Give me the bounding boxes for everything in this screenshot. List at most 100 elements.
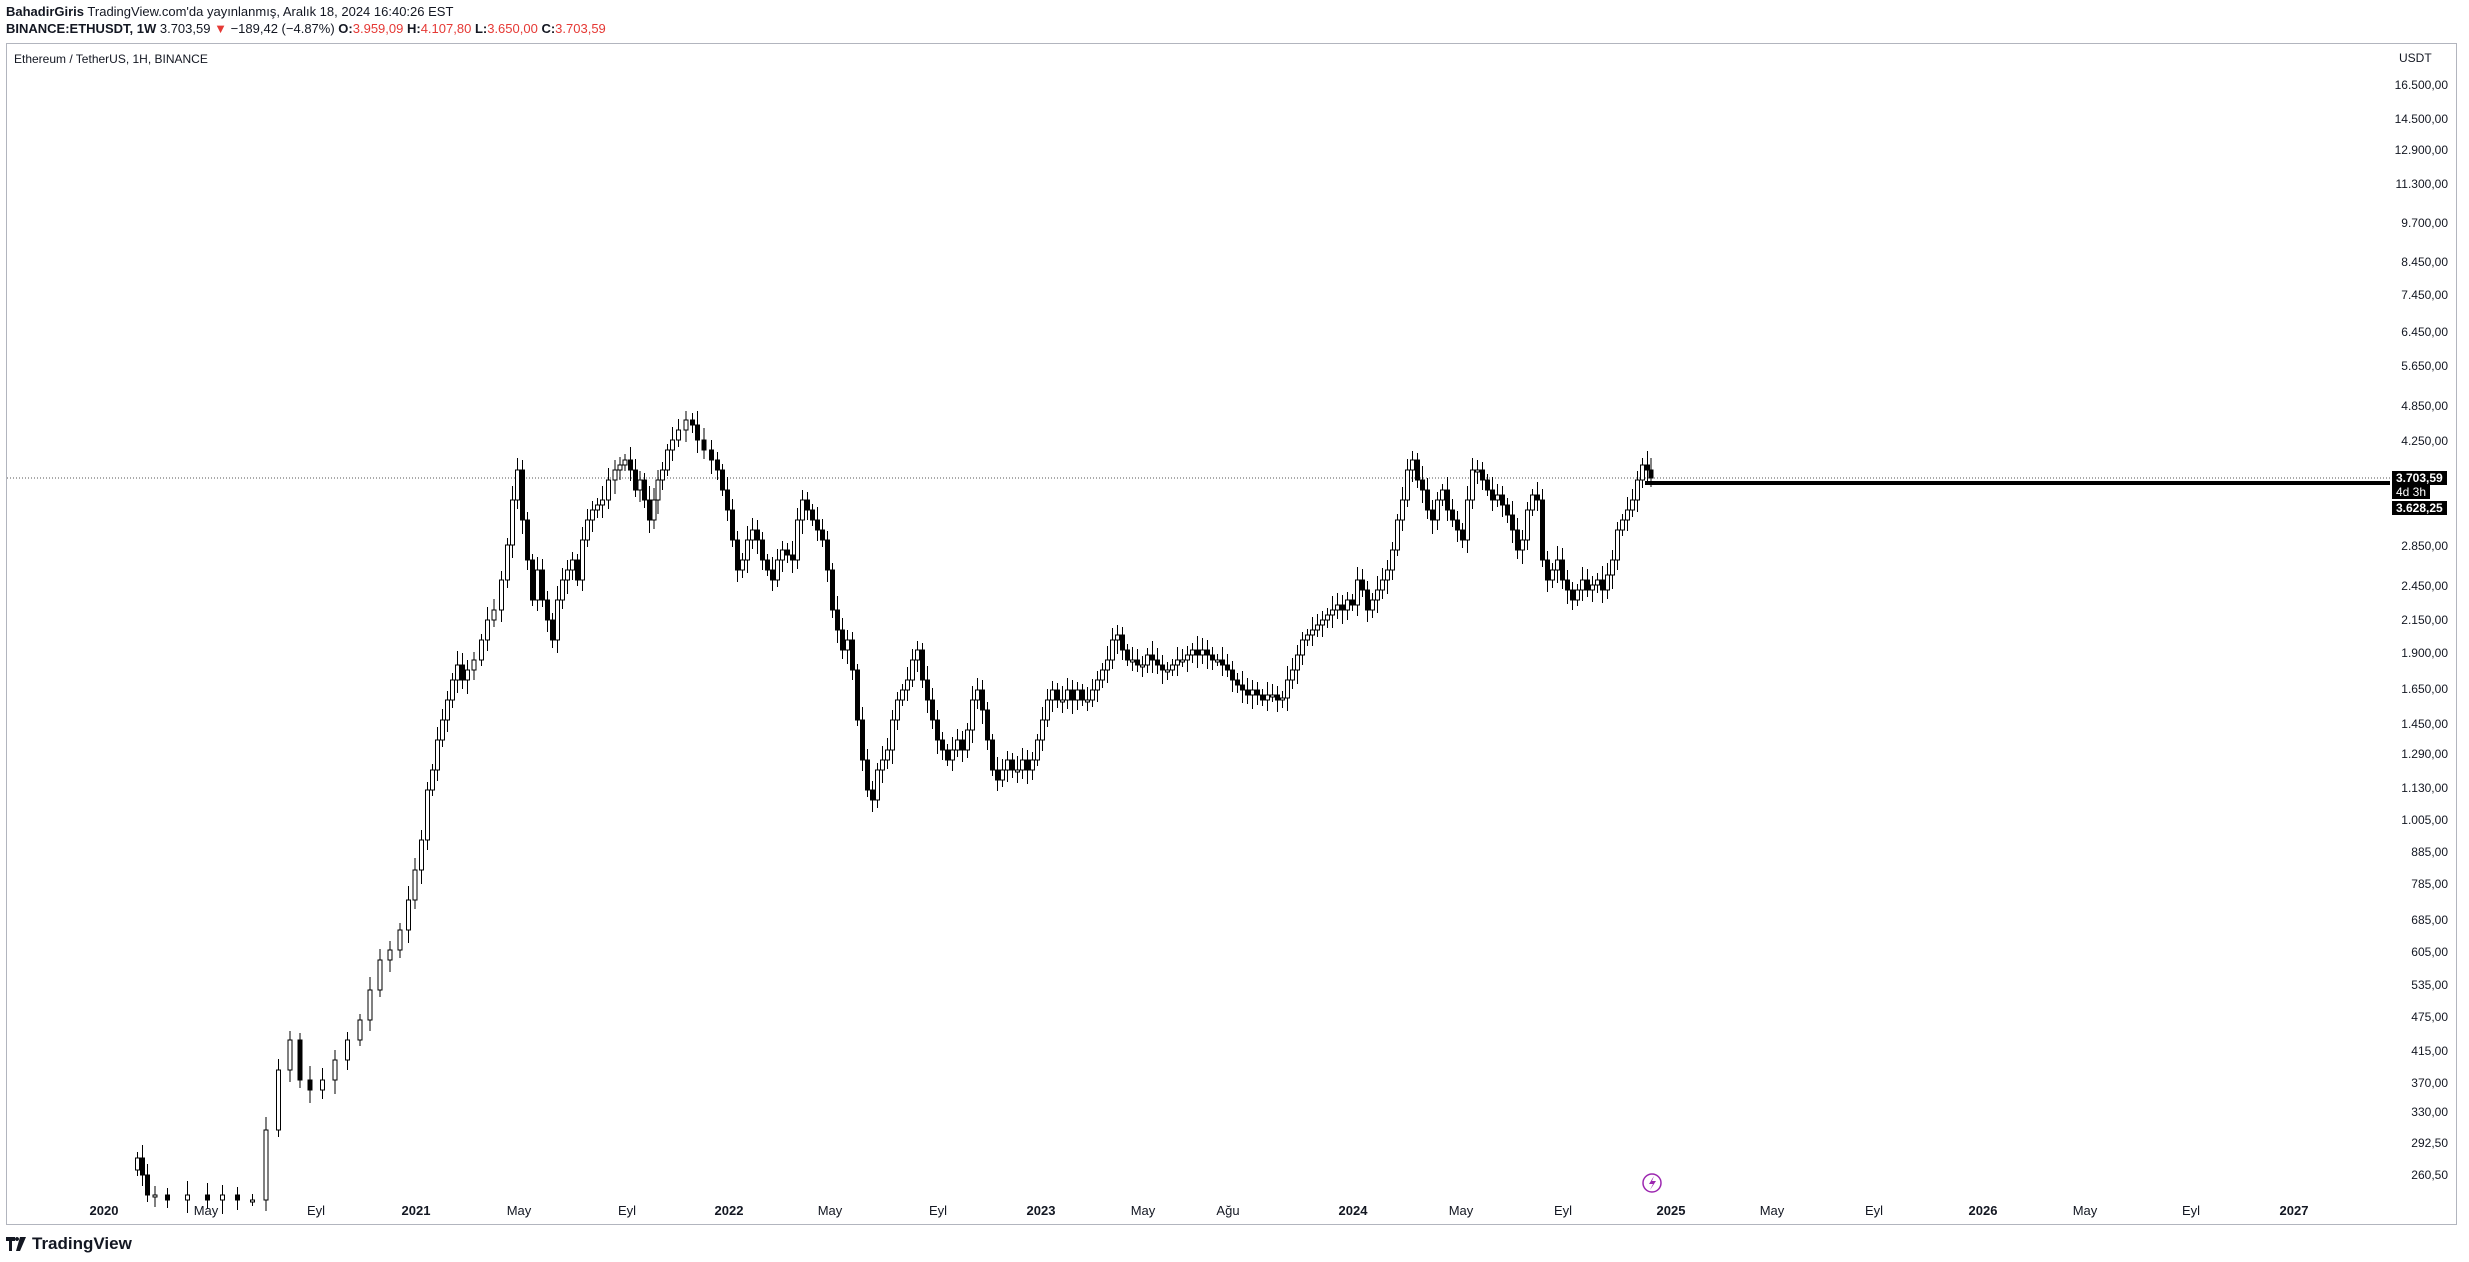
candle-body — [1445, 489, 1450, 511]
candle-body — [940, 739, 945, 751]
candles-group — [135, 411, 1654, 1214]
chart-legend[interactable]: Ethereum / TetherUS, 1H, BINANCE — [14, 52, 208, 66]
candle-body — [980, 689, 985, 711]
candle-body — [1495, 494, 1500, 501]
candle-body — [1525, 509, 1530, 541]
tradingview-logo[interactable]: TradingView — [6, 1234, 132, 1254]
candle-body — [1620, 519, 1625, 531]
candle-body — [1235, 679, 1240, 686]
candle-body — [1635, 479, 1640, 501]
candle-body — [1450, 509, 1455, 521]
candle-body — [1200, 649, 1205, 656]
candle-body — [1270, 694, 1275, 698]
candle-body — [960, 739, 965, 751]
candle-body — [695, 424, 700, 441]
tv-logo-icon — [6, 1237, 26, 1251]
candle-body — [1015, 769, 1020, 773]
candle-body — [377, 959, 383, 991]
close-label: C: — [541, 21, 556, 36]
time-tick-label: 2020 — [89, 1203, 119, 1218]
candle-body — [1340, 604, 1345, 611]
price-tick-label: 330,00 — [2411, 1105, 2448, 1119]
candle-body — [1135, 659, 1140, 666]
candle-body — [419, 839, 424, 871]
candle-body — [510, 499, 515, 546]
candle-body — [860, 719, 865, 761]
candle-body — [709, 449, 714, 461]
candle-body — [357, 1019, 363, 1041]
candle-body — [1415, 459, 1420, 481]
candle-body — [1520, 539, 1525, 551]
candle-body — [1080, 689, 1085, 701]
candle-body — [1025, 759, 1030, 771]
candle-body — [1375, 589, 1380, 601]
high-value: 4.107,80 — [420, 21, 472, 36]
currency-label[interactable]: USDT — [2399, 51, 2432, 65]
candle-body — [1125, 649, 1130, 661]
time-tick-label: 2027 — [2279, 1203, 2309, 1218]
time-tick-label: May — [1759, 1203, 1785, 1218]
candle-body — [535, 569, 540, 601]
candle-body — [633, 469, 638, 491]
candle-body — [701, 439, 707, 451]
candle-body — [1515, 529, 1520, 551]
time-tick-label: 2025 — [1656, 1203, 1686, 1218]
candle-body — [820, 529, 825, 541]
candle-body — [1505, 504, 1510, 516]
candle-body — [1420, 479, 1425, 491]
candle-body — [1645, 464, 1650, 471]
price-tick-label: 685,00 — [2411, 913, 2448, 927]
candle-body — [1360, 579, 1365, 591]
candle-body — [655, 479, 661, 501]
candle-body — [450, 679, 455, 701]
candle-body — [345, 1039, 350, 1061]
price-tick-label: 2.450,00 — [2401, 579, 2448, 593]
candle-body — [525, 519, 530, 561]
time-tick-label: 2021 — [401, 1203, 431, 1218]
price-axis[interactable]: 16.500,00 14.500,00 12.900,00 11.300,00 9.70… — [2390, 44, 2456, 1224]
author-name[interactable]: BahadirGiris — [6, 4, 85, 19]
candle-body — [1430, 509, 1435, 521]
candle-body — [406, 899, 411, 931]
candle-body — [745, 539, 750, 561]
candle-body — [875, 769, 880, 801]
candle-body — [165, 1194, 170, 1201]
candle-body — [205, 1194, 210, 1201]
candle-body — [740, 559, 745, 571]
candle-body — [765, 559, 770, 571]
candle-body — [465, 669, 470, 681]
candle-body — [595, 504, 600, 511]
candle-body — [479, 639, 484, 661]
candle-body — [1395, 519, 1400, 551]
lightning-alert-icon — [1642, 1173, 1662, 1193]
candle-body — [1245, 689, 1250, 696]
candle-body — [915, 649, 920, 661]
time-axis[interactable]: 2020 May Eyl 2021 May Eyl 2022 May Eyl 2023 May Ağu… — [7, 1200, 2387, 1224]
candle-body — [550, 619, 555, 641]
candle-body — [1210, 654, 1215, 661]
candle-body — [855, 669, 860, 721]
candle-body — [135, 1157, 140, 1171]
candle-body — [1300, 639, 1305, 656]
candle-body — [1065, 689, 1070, 701]
candle-body — [660, 469, 665, 481]
candle-body — [1105, 659, 1110, 671]
low-label: L: — [474, 21, 488, 36]
candle-body — [735, 539, 740, 571]
candle-body — [580, 539, 585, 581]
candle-body — [865, 759, 870, 791]
candle-body — [1380, 579, 1385, 591]
candle-body — [430, 769, 435, 791]
candle-body — [720, 469, 725, 491]
candle-body — [825, 539, 830, 571]
price-tick-label: 535,00 — [2411, 978, 2448, 992]
chart-frame[interactable] — [6, 43, 2457, 1225]
candle-body — [900, 689, 905, 701]
candle-body — [1440, 489, 1445, 501]
candle-body — [1110, 639, 1115, 661]
candle-body — [715, 459, 720, 471]
candle-body — [1165, 669, 1170, 673]
candle-body — [995, 769, 1000, 781]
candle-body — [885, 749, 890, 761]
